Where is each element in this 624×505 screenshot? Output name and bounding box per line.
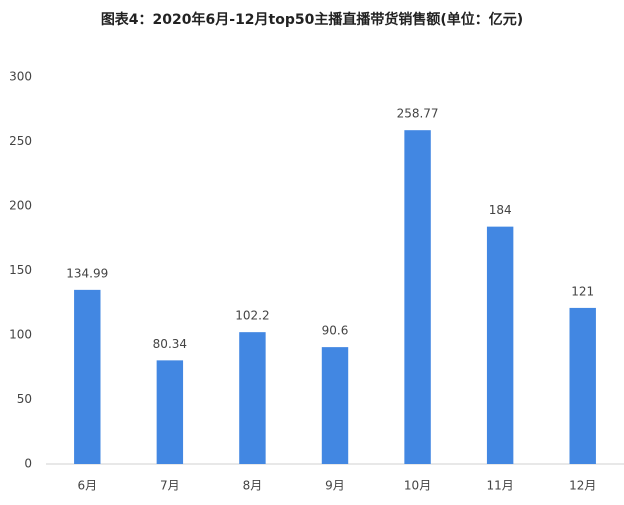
y-tick-label: 0 <box>24 457 32 471</box>
value-label: 184 <box>489 203 512 217</box>
value-label: 121 <box>571 284 594 298</box>
bar <box>321 347 349 464</box>
y-tick-label: 300 <box>9 70 32 84</box>
x-tick-label: 11月 <box>487 479 514 493</box>
y-tick-label: 200 <box>9 199 32 213</box>
y-tick-label: 250 <box>9 134 32 148</box>
x-tick-label: 6月 <box>77 479 97 493</box>
y-tick-label: 50 <box>17 392 32 406</box>
bar <box>74 289 101 464</box>
x-tick-label: 9月 <box>325 479 345 493</box>
value-label: 258.77 <box>397 107 439 121</box>
bar <box>404 130 431 464</box>
chart-title: 图表4：2020年6月-12月top50主播直播带货销售额(单位：亿元) <box>101 11 523 28</box>
x-tick-label: 12月 <box>569 479 596 493</box>
value-label: 90.6 <box>322 324 349 338</box>
x-tick-label: 10月 <box>404 479 431 493</box>
x-tick-label: 8月 <box>243 479 263 493</box>
bar <box>569 307 596 464</box>
bar <box>486 226 514 464</box>
y-tick-label: 150 <box>9 263 32 277</box>
x-tick-label: 7月 <box>160 479 180 493</box>
y-tick-label: 100 <box>9 328 32 342</box>
value-label: 134.99 <box>66 266 108 280</box>
bar <box>156 360 184 464</box>
value-label: 80.34 <box>153 337 187 351</box>
value-label: 102.2 <box>235 309 269 323</box>
bar <box>239 332 266 464</box>
